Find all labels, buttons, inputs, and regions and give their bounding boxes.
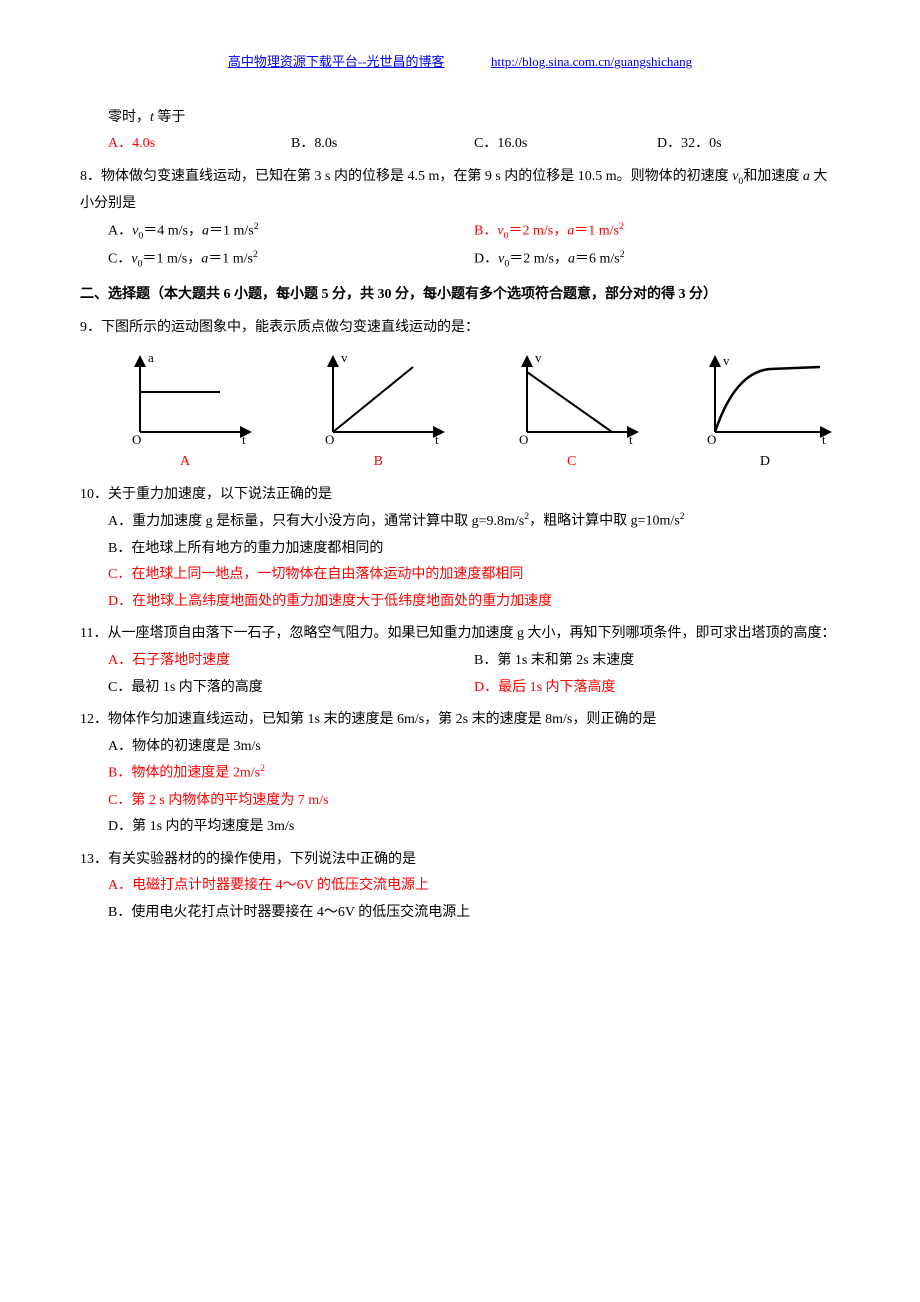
q8-opt-d: D．v0＝2 m/s，a＝6 m/s2 [474, 246, 840, 274]
chart-a-svg: a O t [110, 347, 260, 447]
q8-opt-c: C．v0＝1 m/s，a＝1 m/s2 [108, 246, 474, 274]
q10-stem: 10．关于重力加速度，以下说法正确的是 [80, 482, 840, 509]
q8-opt-b: B．v0＝2 m/s，a＝1 m/s2 [474, 218, 840, 246]
chart-c-svg: v O t [497, 347, 647, 447]
svg-text:t: t [822, 432, 826, 447]
chart-b-label: B [303, 449, 453, 476]
q11-row2: C．最初 1s 内下落的高度 D．最后 1s 内下落高度 [108, 675, 840, 702]
chart-b-svg: v O t [303, 347, 453, 447]
header-left-link[interactable]: 高中物理资源下载平台--光世昌的博客 [228, 54, 445, 69]
svg-text:O: O [325, 432, 334, 447]
svg-text:v: v [535, 350, 542, 365]
q7-opt-d: D．32．0s [657, 131, 840, 158]
chart-a-label: A [110, 449, 260, 476]
q7-opt-c: C．16.0s [474, 131, 657, 158]
chart-b: v O t B [303, 347, 453, 476]
svg-text:v: v [723, 353, 730, 368]
q13-opt-a: A．电磁打点计时器要接在 4～6V 的低压交流电源上 [80, 873, 840, 900]
q11-opt-d: D．最后 1s 内下落高度 [474, 675, 840, 702]
q13-opt-b: B．使用电火花打点计时器要接在 4～6V 的低压交流电源上 [80, 900, 840, 927]
q11-row1: A．石子落地时速度 B．第 1s 末和第 2s 末速度 [108, 648, 840, 675]
section2-title: 二、选择题（本大题共 6 小题，每小题 5 分，共 30 分，每小题有多个选项符… [80, 282, 840, 309]
q8-options-row2: C．v0＝1 m/s，a＝1 m/s2 D．v0＝2 m/s，a＝6 m/s2 [108, 246, 840, 274]
svg-text:t: t [435, 432, 439, 447]
chart-c: v O t C [497, 347, 647, 476]
svg-text:t: t [242, 432, 246, 447]
q10-opt-a: A．重力加速度 g 是标量，只有大小没方向，通常计算中取 g=9.8m/s2，粗… [80, 508, 840, 535]
q8-options-row1: A．v0＝4 m/s，a＝1 m/s2 B．v0＝2 m/s，a＝1 m/s2 [108, 218, 840, 246]
chart-d-label: D [690, 449, 840, 476]
svg-text:a: a [148, 350, 154, 365]
q12-opt-d: D．第 1s 内的平均速度是 3m/s [80, 814, 840, 841]
header-right-link[interactable]: http://blog.sina.com.cn/guangshichang [491, 54, 692, 69]
q7-opt-a: A．4.0s [108, 131, 291, 158]
q10-opt-c: C．在地球上同一地点，一切物体在自由落体运动中的加速度都相同 [80, 562, 840, 589]
svg-text:O: O [132, 432, 141, 447]
q11-stem: 11．从一座塔顶自由落下一石子，忽略空气阻力。如果已知重力加速度 g 大小，再知… [80, 621, 840, 648]
chart-d-svg: v O t [690, 347, 840, 447]
q12-opt-b: B．物体的加速度是 2m/s2 [80, 760, 840, 787]
svg-text:v: v [341, 350, 348, 365]
q7-options: A．4.0s B．8.0s C．16.0s D．32．0s [108, 131, 840, 158]
q13-stem: 13．有关实验器材的的操作使用，下列说法中正确的是 [80, 847, 840, 874]
q11-opt-b: B．第 1s 末和第 2s 末速度 [474, 648, 840, 675]
svg-text:O: O [519, 432, 528, 447]
q12-stem: 12．物体作匀加速直线运动，已知第 1s 末的速度是 6m/s，第 2s 末的速… [80, 707, 840, 734]
svg-text:t: t [629, 432, 633, 447]
q10-opt-d: D．在地球上高纬度地面处的重力加速度大于低纬度地面处的重力加速度 [80, 589, 840, 616]
q11-opt-a: A．石子落地时速度 [108, 648, 474, 675]
page-header: 高中物理资源下载平台--光世昌的博客 http://blog.sina.com.… [80, 50, 840, 75]
q12-opt-a: A．物体的初速度是 3m/s [80, 734, 840, 761]
q9-stem: 9．下图所示的运动图象中，能表示质点做匀变速直线运动的是： [80, 315, 840, 342]
q7-opt-b: B．8.0s [291, 131, 474, 158]
q8-stem: 8．物体做匀变速直线运动，已知在第 3 s 内的位移是 4.5 m，在第 9 s… [80, 164, 840, 218]
q11-opt-c: C．最初 1s 内下落的高度 [108, 675, 474, 702]
q12-opt-c: C．第 2 s 内物体的平均速度为 7 m/s [80, 788, 840, 815]
svg-text:O: O [707, 432, 716, 447]
chart-c-label: C [497, 449, 647, 476]
chart-a: a O t A [110, 347, 260, 476]
chart-d: v O t D [690, 347, 840, 476]
q7-tail: 零时，t 等于 [80, 105, 840, 132]
q8-opt-a: A．v0＝4 m/s，a＝1 m/s2 [108, 218, 474, 246]
q9-charts: a O t A v O t B v O t C [110, 347, 840, 476]
q10-opt-b: B．在地球上所有地方的重力加速度都相同的 [80, 536, 840, 563]
